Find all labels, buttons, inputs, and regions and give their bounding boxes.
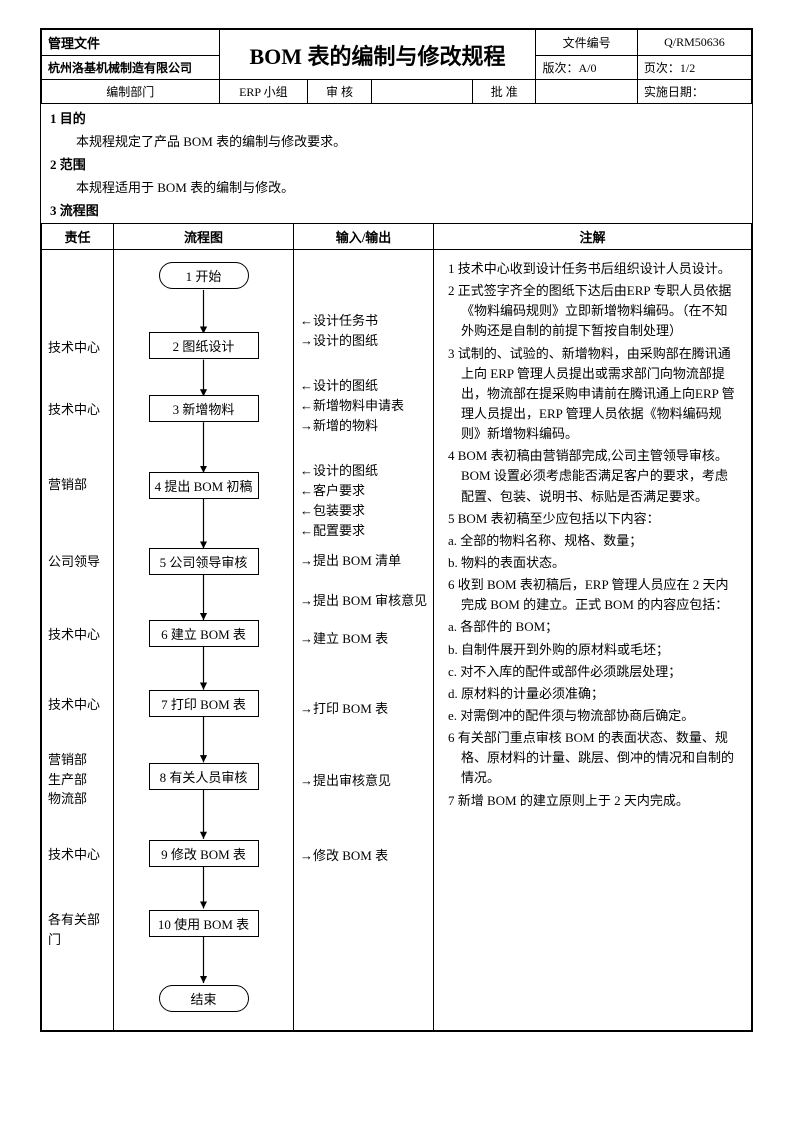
flow-table: 责任 流程图 输入/输出 注解 技术中心技术中心营销部公司领导技术中心技术中心营… <box>41 223 752 1031</box>
s1-title: 1 目的 <box>42 106 751 129</box>
note-line: 6 有关部门重点审核 BOM 的表面状态、数量、规格、原材料的计量、跳层、倒冲的… <box>448 728 737 788</box>
io-item: →设计的图纸 <box>300 330 378 349</box>
responsibility-item: 公司领导 <box>48 552 100 572</box>
company: 杭州洛基机械制造有限公司 <box>42 56 220 80</box>
n-5: 5 公司领导审核 <box>149 548 259 575</box>
document-page: 管理文件 BOM 表的编制与修改规程 文件编号 Q/RM50636 杭州洛基机械… <box>40 28 753 1032</box>
s3-title: 3 流程图 <box>42 198 751 221</box>
note-line: 5 BOM 表初稿至少应包括以下内容： <box>448 509 737 529</box>
responsibility-item: 营销部 生产部 物流部 <box>48 750 87 809</box>
io-item: ←新增物料申请表 <box>300 395 404 414</box>
date-label: 实施日期： <box>637 80 751 104</box>
io-item: ←客户要求 <box>300 480 365 499</box>
io-item: ←设计的图纸 <box>300 460 378 479</box>
review-value <box>371 80 472 104</box>
page-num: 页次：1/2 <box>637 56 751 80</box>
note-line: d. 原材料的计量必须准确； <box>448 684 737 704</box>
doc-type: 管理文件 <box>42 30 220 56</box>
note-line: 7 新增 BOM 的建立原则上于 2 天内完成。 <box>448 791 737 811</box>
responsibility-item: 各有关部 门 <box>48 910 100 949</box>
n-9: 9 修改 BOM 表 <box>149 840 259 867</box>
note-line: b. 物料的表面状态。 <box>448 553 737 573</box>
col-notes: 注解 <box>434 224 752 250</box>
io-item: ←包装要求 <box>300 500 365 519</box>
s1-body: 本规程规定了产品 BOM 表的编制与修改要求。 <box>42 129 751 152</box>
approve-value <box>536 80 637 104</box>
n-10: 10 使用 BOM 表 <box>149 910 259 937</box>
col-io: 输入/输出 <box>294 224 434 250</box>
approve-label: 批 准 <box>473 80 536 104</box>
io-item: ←设计任务书 <box>300 310 378 329</box>
responsibility-item: 营销部 <box>48 475 87 495</box>
note-line: b. 自制件展开到外购的原材料或毛坯； <box>448 640 737 660</box>
responsibility-item: 技术中心 <box>48 695 100 715</box>
header-table: 管理文件 BOM 表的编制与修改规程 文件编号 Q/RM50636 杭州洛基机械… <box>41 29 752 104</box>
responsibility-item: 技术中心 <box>48 625 100 645</box>
s2-title: 2 范围 <box>42 152 751 175</box>
n-2: 2 图纸设计 <box>149 332 259 359</box>
version: 版次：A/0 <box>536 56 637 80</box>
responsibility-column: 技术中心技术中心营销部公司领导技术中心技术中心营销部 生产部 物流部技术中心各有… <box>42 250 113 1030</box>
n-6: 6 建立 BOM 表 <box>149 620 259 647</box>
responsibility-item: 技术中心 <box>48 400 100 420</box>
n-3: 3 新增物料 <box>149 395 259 422</box>
io-item: →修改 BOM 表 <box>300 845 388 864</box>
note-line: 2 正式签字齐全的图纸下达后由ERP 专职人员依据《物料编码规则》立即新增物料编… <box>448 281 737 341</box>
n-4: 4 提出 BOM 初稿 <box>149 472 259 499</box>
io-item: ←设计的图纸 <box>300 375 378 394</box>
io-item: ←配置要求 <box>300 520 365 539</box>
n-start: 1 开始 <box>159 262 249 289</box>
note-line: e. 对需倒冲的配件须与物流部协商后确定。 <box>448 706 737 726</box>
n-8: 8 有关人员审核 <box>149 763 259 790</box>
note-line: 6 收到 BOM 表初稿后，ERP 管理人员应在 2 天内完成 BOM 的建立。… <box>448 575 737 615</box>
note-line: a. 全部的物料名称、规格、数量； <box>448 531 737 551</box>
io-item: →提出 BOM 审核意见 <box>300 590 427 609</box>
note-line: 1 技术中心收到设计任务书后组织设计人员设计。 <box>448 259 737 279</box>
io-column: ←设计任务书→设计的图纸←设计的图纸←新增物料申请表→新增的物料←设计的图纸←客… <box>294 250 433 1030</box>
io-item: →提出 BOM 清单 <box>300 550 401 569</box>
responsibility-item: 技术中心 <box>48 338 100 358</box>
doc-title: BOM 表的编制与修改规程 <box>219 30 536 80</box>
io-item: →新增的物料 <box>300 415 378 434</box>
dept-value: ERP 小组 <box>219 80 308 104</box>
n-end: 结束 <box>159 985 249 1012</box>
note-line: a. 各部件的 BOM； <box>448 617 737 637</box>
notes-column: 1 技术中心收到设计任务书后组织设计人员设计。2 正式签字齐全的图纸下达后由ER… <box>440 253 745 819</box>
note-line: c. 对不入库的配件或部件必须跳层处理； <box>448 662 737 682</box>
note-line: 4 BOM 表初稿由营销部完成,公司主管领导审核。BOM 设置必须考虑能否满足客… <box>448 446 737 506</box>
responsibility-item: 技术中心 <box>48 845 100 865</box>
io-item: →建立 BOM 表 <box>300 628 388 647</box>
col-resp: 责任 <box>42 224 114 250</box>
col-flow: 流程图 <box>114 224 294 250</box>
note-line: 3 试制的、试验的、新增物料，由采购部在腾讯通上向 ERP 管理人员提出或需求部… <box>448 344 737 445</box>
doc-no: Q/RM50636 <box>637 30 751 56</box>
flowchart-column: 1 开始 2 图纸设计 3 新增物料 4 提出 BOM 初稿 5 公司领导审核 6 建立 … <box>114 250 293 1030</box>
s2-body: 本规程适用于 BOM 表的编制与修改。 <box>42 175 751 198</box>
io-item: →打印 BOM 表 <box>300 698 388 717</box>
io-item: →提出审核意见 <box>300 770 391 789</box>
n-7: 7 打印 BOM 表 <box>149 690 259 717</box>
review-label: 审 核 <box>308 80 371 104</box>
dept-label: 编制部门 <box>42 80 220 104</box>
doc-no-label: 文件编号 <box>536 30 637 56</box>
